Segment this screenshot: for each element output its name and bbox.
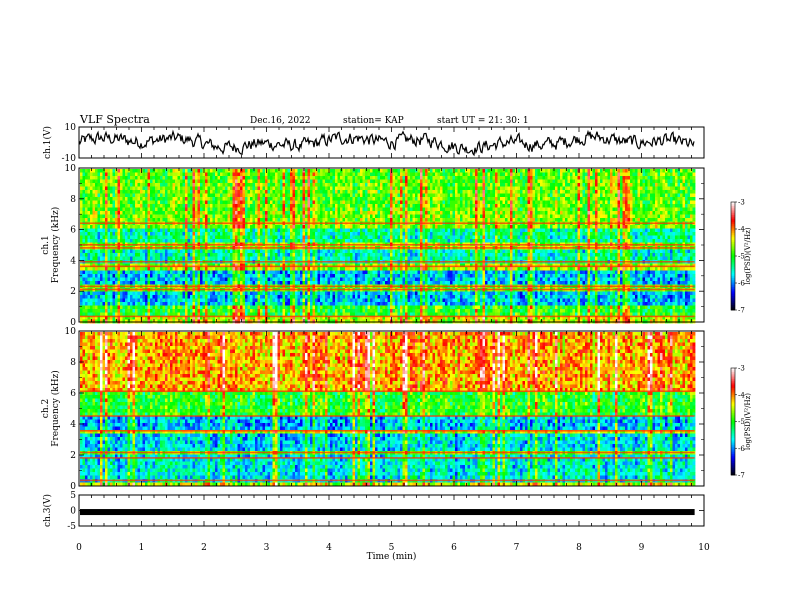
- ch1-spectrogram-tone-line: [80, 286, 695, 288]
- ch2-spectrogram-tone-line: [80, 430, 695, 432]
- time-tick-label: 9: [639, 543, 645, 553]
- ch1-spectrogram-tone-line: [80, 266, 695, 268]
- ch1-spectrogram-ytick-label: 6: [70, 226, 76, 236]
- ch2-spectrogram-ytick-label: 10: [65, 327, 77, 337]
- start-time-label: start UT = 21: 30: 1: [437, 116, 529, 126]
- time-tick-label: 4: [326, 543, 332, 553]
- ch1-spectrogram-tone-line: [80, 247, 695, 249]
- ch1-spectrogram-tone-line: [80, 289, 695, 291]
- time-tick-label: 7: [514, 543, 520, 553]
- ch1-spectrogram-tone-line: [80, 316, 695, 318]
- ch1-spectrogram-channel-label: ch.1: [41, 235, 51, 254]
- ch1-spectrogram-tone-line: [80, 244, 695, 246]
- station-label: station= KAP: [343, 116, 404, 126]
- ch1-spectrogram-ytick-label: 4: [70, 256, 76, 266]
- ch1-spectrogram-ylabel: Frequency (kHz): [50, 207, 61, 284]
- ch1-colorbar-tick-label: -7: [738, 307, 745, 315]
- ch2-spectrogram-tone-line: [80, 457, 695, 459]
- ch3-waveform-ytick-label: -5: [67, 522, 76, 532]
- ch2-spectrogram-cells: [80, 332, 695, 486]
- ch1-waveform-ylabel: ch.1(V): [42, 126, 53, 159]
- vlf-spectra-figure: VLF Spectra Dec.16, 2022 station= KAP st…: [0, 0, 792, 612]
- ch1-spectrogram-ytick-label: 2: [70, 287, 76, 297]
- ch2-spectrogram-ytick-label: 2: [70, 451, 76, 461]
- ch3-waveform-trace: [80, 509, 695, 515]
- date-label: Dec.16, 2022: [250, 116, 311, 126]
- ch1-spectrogram-tone-line: [80, 261, 695, 263]
- ch2-spectrogram-tone-line: [80, 452, 695, 454]
- ch3-waveform-ytick-label: 5: [70, 491, 76, 501]
- ch2-spectrogram-ytick-label: 6: [70, 389, 76, 399]
- ch1-waveform-ytick-label: -10: [62, 154, 77, 164]
- ch1-colorbar-label: log(PSD)(V²/Hz): [744, 227, 752, 284]
- time-tick-label: 6: [451, 543, 457, 553]
- ch1-spectrogram-ytick-label: 10: [65, 164, 77, 174]
- time-tick-label: 10: [698, 543, 710, 553]
- ch2-spectrogram-ylabel: Frequency (kHz): [50, 370, 61, 447]
- ch2-colorbar-label: log(PSD)(V²/Hz): [744, 393, 752, 450]
- ch3-waveform-ytick-label: 0: [70, 507, 76, 517]
- time-tick-label: 0: [76, 543, 82, 553]
- ch2-spectrogram-tone-line: [80, 390, 695, 392]
- ch2-spectrogram-channel-label: ch.2: [41, 399, 51, 418]
- ch1-waveform-panel: 10 -10 ch.1(V): [42, 123, 704, 164]
- time-axis-label: Time (min): [367, 551, 417, 562]
- ch1-waveform-trace: [79, 132, 694, 155]
- time-tick-label: 2: [201, 543, 207, 553]
- ch2-colorbar-tick-label: -3: [738, 365, 745, 373]
- ch1-waveform-ytick-label: 10: [65, 123, 77, 133]
- ch2-spectrogram-ytick-label: 4: [70, 420, 76, 430]
- ch3-waveform-panel: 5 0 -5 ch.3(V): [42, 491, 704, 532]
- time-tick-label: 1: [139, 543, 145, 553]
- time-tick-label: 8: [576, 543, 582, 553]
- figure-title: VLF Spectra: [79, 113, 150, 126]
- ch1-spectrogram-tone-line: [80, 222, 695, 224]
- ch1-spectrogram-ytick-label: 8: [70, 195, 76, 205]
- ch2-colorbar-tick-label: -7: [738, 472, 745, 480]
- ch1-spectrogram-cells: [80, 169, 695, 323]
- ch3-waveform-ylabel: ch.3(V): [42, 494, 53, 527]
- ch2-spectrogram-ytick-label: 8: [70, 358, 76, 368]
- ch2-spectrogram-tone-line: [80, 480, 695, 482]
- ch1-colorbar-tick-label: -3: [738, 199, 745, 207]
- time-tick-label: 3: [264, 543, 270, 553]
- ch2-spectrogram-tone-line: [80, 415, 695, 417]
